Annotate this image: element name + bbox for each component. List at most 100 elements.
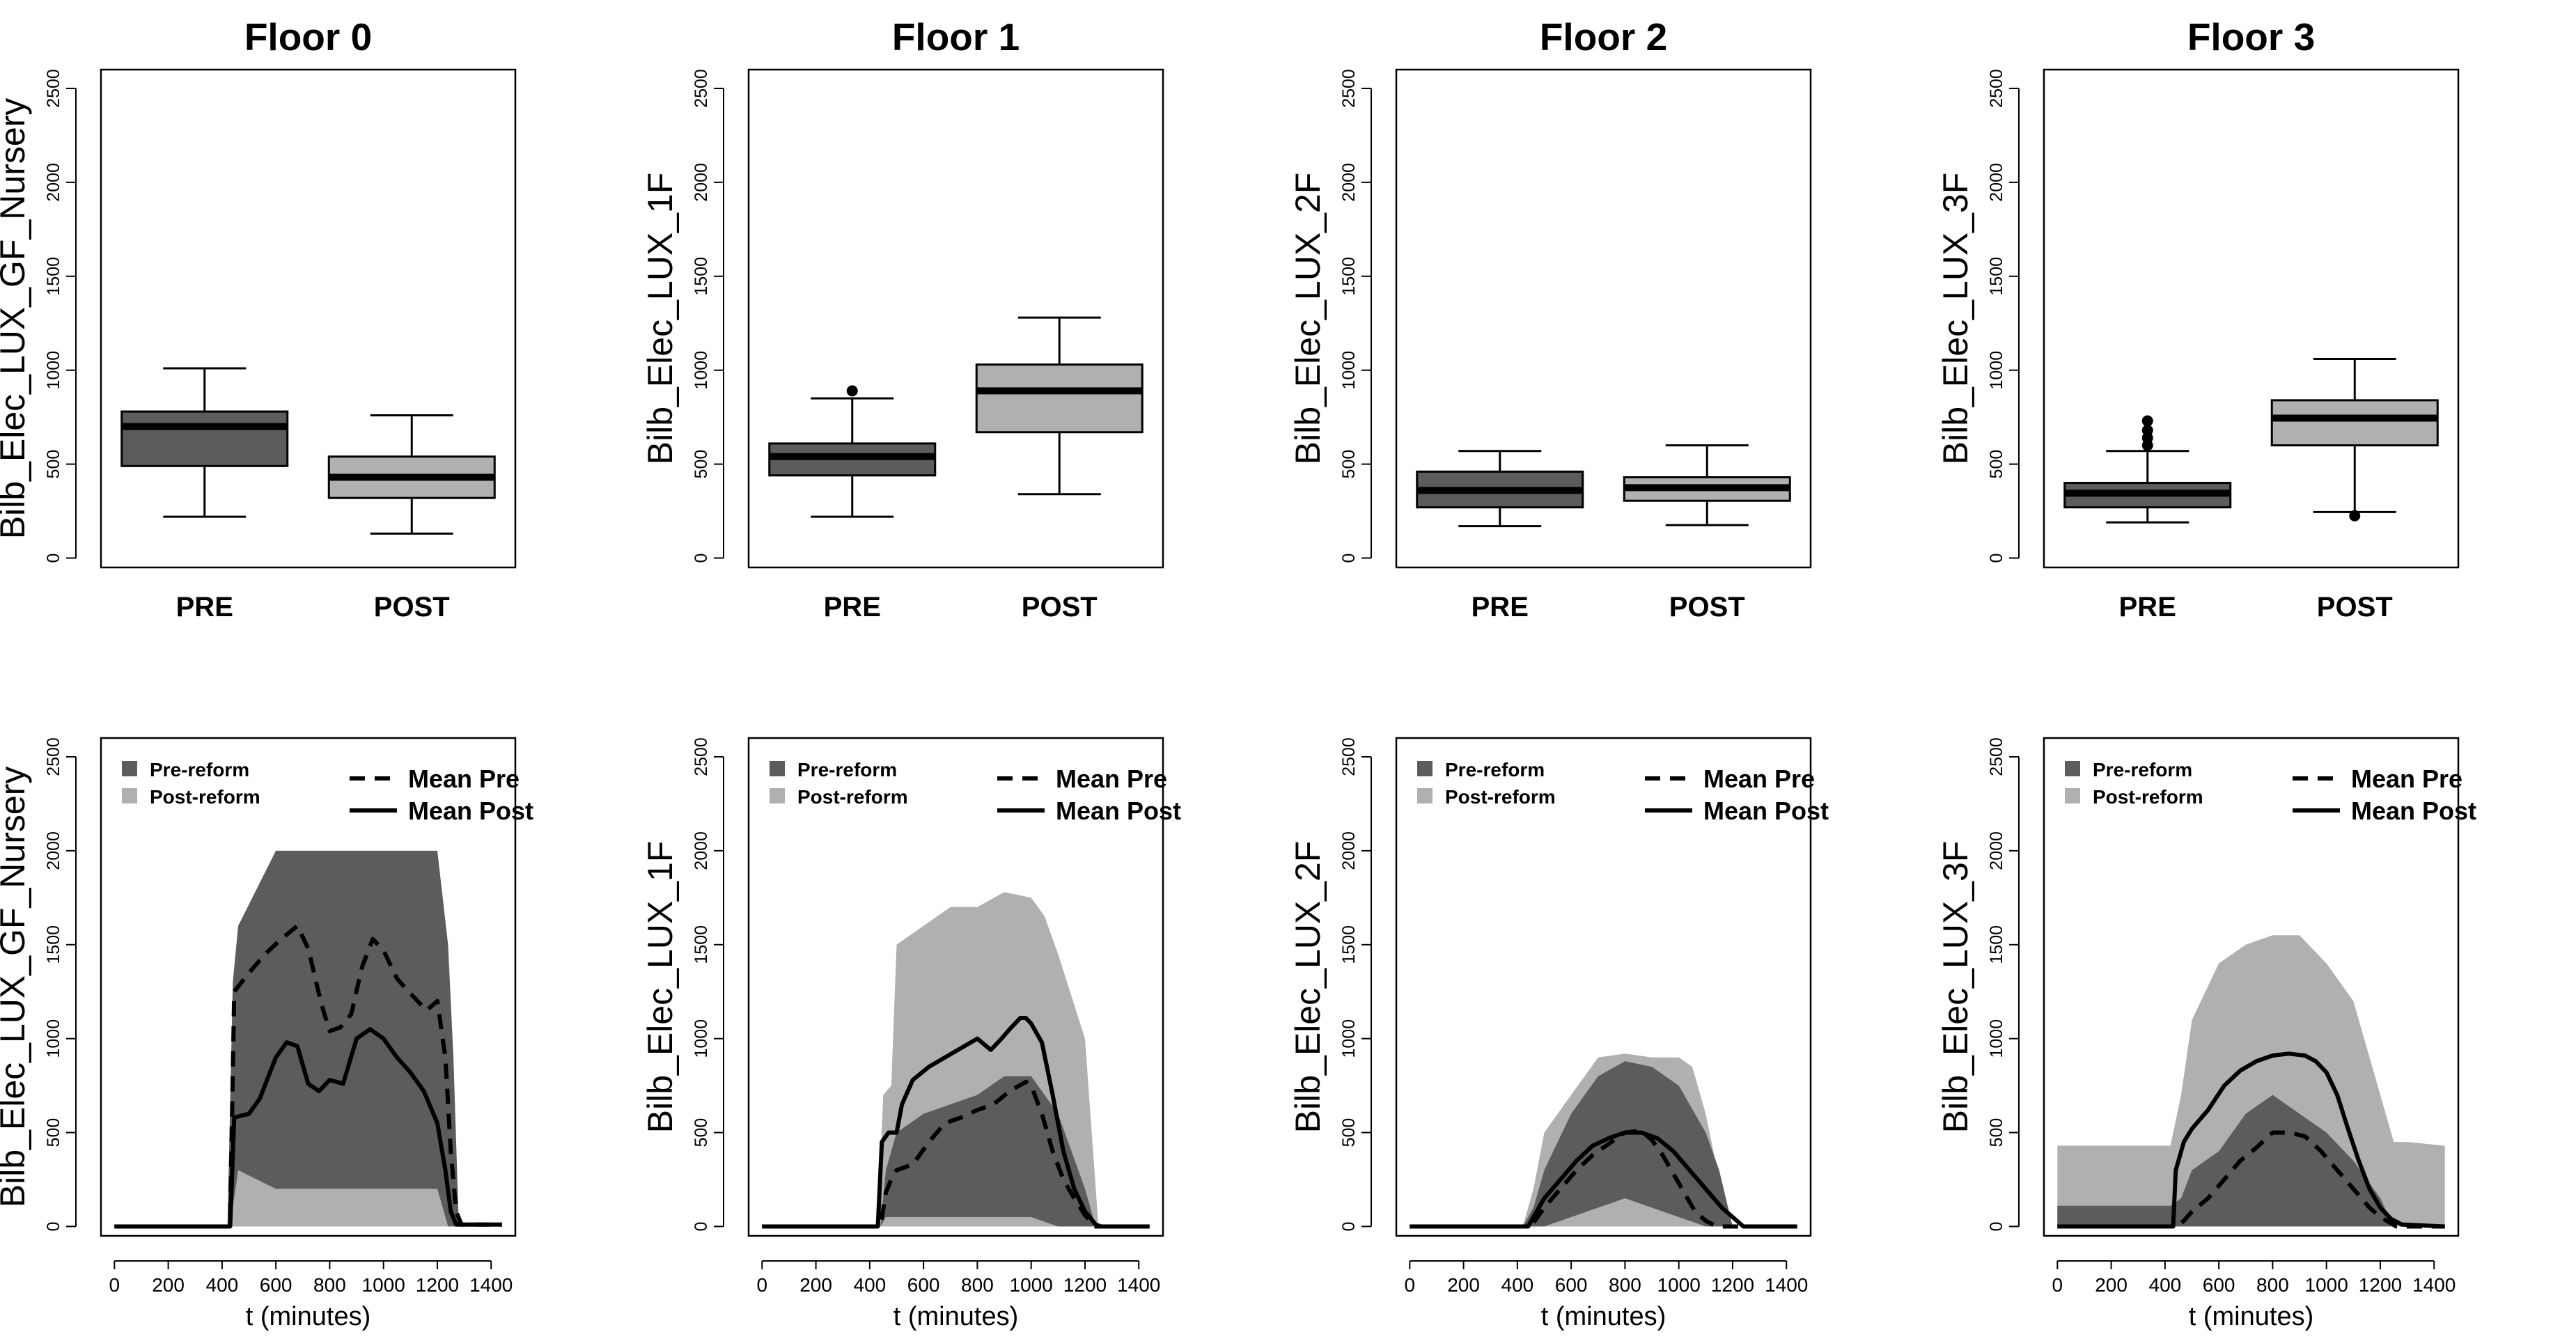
x-tick-label: 0 bbox=[109, 1274, 120, 1296]
plot-frame bbox=[1395, 68, 1812, 569]
y-tick-label: 1500 bbox=[44, 925, 63, 964]
y-tick-label: 500 bbox=[44, 1118, 63, 1147]
x-tick-label: 200 bbox=[152, 1274, 185, 1296]
x-tick-label: 800 bbox=[961, 1274, 994, 1296]
y-tick-label: 0 bbox=[692, 1222, 711, 1232]
y-tick-label: 2000 bbox=[1339, 831, 1359, 870]
y-tick-label: 1000 bbox=[1987, 1019, 2006, 1058]
x-tick-label: 1000 bbox=[1010, 1274, 1053, 1296]
plot-frame bbox=[100, 737, 517, 1237]
x-tick-label: 200 bbox=[1447, 1274, 1480, 1296]
y-tick-label: 1000 bbox=[44, 1019, 63, 1058]
outlier-point bbox=[2141, 425, 2153, 437]
x-tick-label: 1000 bbox=[2305, 1274, 2348, 1296]
y-tick-label: 2000 bbox=[44, 163, 63, 202]
x-tick-label: 400 bbox=[206, 1274, 239, 1296]
legend: Pre-reform Post-reform Mean Pre Mean Post bbox=[770, 759, 1181, 825]
y-tick-label: 1000 bbox=[692, 351, 711, 390]
boxplot: 0 500 1000 1500 2000 2500 Bilb_Elec_LUX_1F PRE P… bbox=[641, 68, 1164, 622]
x-tick-label: 0 bbox=[2052, 1274, 2063, 1296]
y-tick-label: 2000 bbox=[692, 163, 711, 202]
y-axis-label: Bilb_Elec_LUX_3F bbox=[1936, 173, 1975, 465]
y-tick-label: 2000 bbox=[692, 831, 711, 870]
x-tick-label: 1200 bbox=[1063, 1274, 1107, 1296]
post-reform-band bbox=[2057, 935, 2445, 1227]
y-tick-label: 2000 bbox=[1339, 163, 1359, 202]
mean-pre-line bbox=[114, 923, 502, 1229]
mean-post-line bbox=[114, 1027, 502, 1229]
plot-frame bbox=[747, 68, 1164, 569]
legend: Pre-reform Post-reform Mean Pre Mean Post bbox=[1417, 759, 1829, 825]
pre-reform-band bbox=[762, 1076, 1150, 1227]
outlier-point bbox=[2141, 415, 2153, 427]
legend-label-pre: Pre-reform bbox=[797, 759, 897, 781]
y-tick-label: 2500 bbox=[692, 737, 711, 776]
mean-pre-line bbox=[762, 1079, 1150, 1229]
legend-label-pre: Pre-reform bbox=[1445, 759, 1545, 781]
legend-swatch-post bbox=[770, 788, 785, 803]
legend-label-mean-post: Mean Post bbox=[2351, 797, 2476, 825]
profile-plot: 0 500 1000 1500 2000 2500 Bilb_Elec_LUX_2F 0 200… bbox=[1288, 737, 1829, 1331]
y-tick-label: 2500 bbox=[44, 69, 63, 108]
y-tick-label: 2500 bbox=[1339, 737, 1359, 776]
legend-label-mean-post: Mean Post bbox=[1056, 797, 1181, 825]
legend: Pre-reform Post-reform Mean Pre Mean Post bbox=[122, 759, 533, 825]
x-tick-label: 600 bbox=[2203, 1274, 2235, 1296]
y-tick-label: 0 bbox=[1987, 1222, 2006, 1232]
legend-swatch-post bbox=[1417, 788, 1433, 803]
x-tick-label: 200 bbox=[2095, 1274, 2128, 1296]
y-tick-label: 2000 bbox=[1987, 831, 2006, 870]
x-tick-label: 800 bbox=[313, 1274, 346, 1296]
x-tick-label: 1000 bbox=[1657, 1274, 1701, 1296]
y-tick-label: 1500 bbox=[44, 257, 63, 296]
y-tick-label: 1500 bbox=[692, 257, 711, 296]
panel-title: Floor 0 bbox=[244, 15, 372, 58]
legend-swatch-post bbox=[2065, 788, 2080, 803]
x-tick-label: 600 bbox=[260, 1274, 292, 1296]
y-tick-label: 2500 bbox=[1987, 69, 2006, 108]
legend-label-pre: Pre-reform bbox=[150, 759, 249, 781]
legend-label-mean-post: Mean Post bbox=[408, 797, 533, 825]
mean-post-line bbox=[762, 1016, 1150, 1229]
box bbox=[120, 410, 289, 467]
x-tick-label: 1400 bbox=[1117, 1274, 1160, 1296]
y-tick-label: 1000 bbox=[692, 1019, 711, 1058]
y-axis-label: Bilb_Elec_LUX_3F bbox=[1936, 841, 1975, 1134]
y-tick-label: 1000 bbox=[44, 351, 63, 390]
category-label: PRE bbox=[2119, 592, 2176, 622]
x-tick-label: 400 bbox=[2149, 1274, 2182, 1296]
x-tick-label: 800 bbox=[2256, 1274, 2289, 1296]
panel-floor-1: Floor 105001000150020002500Bilb_Elec_LUX… bbox=[641, 15, 1181, 1331]
boxplot: 0 500 1000 1500 2000 2500 Bilb_Elec_LUX_2F PRE P… bbox=[1288, 68, 1812, 622]
x-tick-label: 1200 bbox=[1711, 1274, 1754, 1296]
y-tick-label: 0 bbox=[44, 554, 63, 563]
y-tick-label: 1000 bbox=[1987, 351, 2006, 390]
plot-area bbox=[114, 850, 502, 1229]
y-tick-label: 1500 bbox=[1339, 257, 1359, 296]
outlier-point bbox=[2349, 510, 2361, 522]
x-axis-label: t (minutes) bbox=[1541, 1302, 1666, 1331]
x-tick-label: 200 bbox=[799, 1274, 832, 1296]
y-axis-label: Bilb_Elec_LUX_1F bbox=[641, 841, 680, 1134]
boxplot: 0 500 1000 1500 2000 2500 Bilb_Elec_LUX_GF_Nur… bbox=[0, 68, 517, 622]
y-axis-label: Bilb_Elec_LUX_GF_Nursery bbox=[0, 98, 32, 540]
plot-area bbox=[1410, 1053, 1797, 1229]
x-tick-label: 1400 bbox=[1765, 1274, 1808, 1296]
boxplot: 0 500 1000 1500 2000 2500 Bilb_Elec_LUX_3F PRE P… bbox=[1936, 68, 2460, 622]
x-tick-label: 0 bbox=[757, 1274, 768, 1296]
y-tick-label: 1500 bbox=[1987, 925, 2006, 964]
category-label: PRE bbox=[176, 592, 233, 622]
legend-label-mean-pre: Mean Pre bbox=[2351, 764, 2462, 793]
y-axis-label: Bilb_Elec_LUX_1F bbox=[641, 173, 680, 465]
legend-swatch-pre bbox=[122, 761, 137, 776]
panel-title: Floor 1 bbox=[892, 15, 1020, 58]
x-tick-label: 1400 bbox=[469, 1274, 513, 1296]
x-tick-label: 800 bbox=[1609, 1274, 1641, 1296]
x-tick-label: 600 bbox=[1555, 1274, 1588, 1296]
pre-reform-band bbox=[114, 850, 502, 1227]
y-tick-label: 1500 bbox=[1987, 257, 2006, 296]
panel-title: Floor 3 bbox=[2187, 15, 2315, 58]
category-label: POST bbox=[374, 592, 450, 622]
legend-label-post: Post-reform bbox=[1445, 786, 1556, 808]
